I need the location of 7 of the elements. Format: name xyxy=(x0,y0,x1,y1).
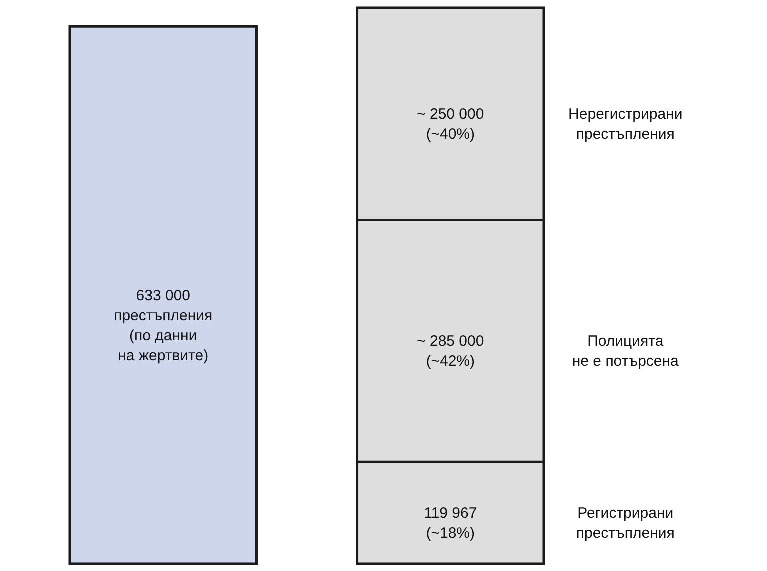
data-label: ~ 250 000 (~40%) xyxy=(417,106,484,144)
data-label: ~ 285 000 (~42%) xyxy=(417,333,484,370)
series-label: Полицията не е потърсена xyxy=(572,333,680,370)
data-label: 633 000 престъпления (по данни на жертвите) xyxy=(114,287,213,364)
data-label: 119 967 (~18%) xyxy=(424,505,478,542)
series-label: Нерегистрирани престъпления xyxy=(568,106,683,144)
text: Регистрирани престъпления xyxy=(576,505,675,542)
